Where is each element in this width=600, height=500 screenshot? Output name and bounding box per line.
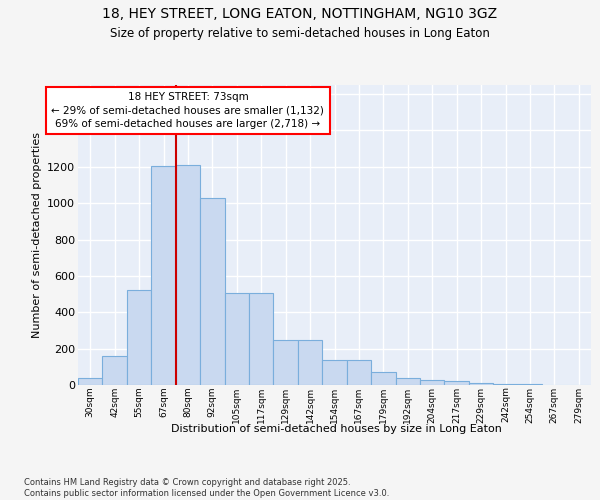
- Bar: [493, 384, 518, 385]
- Bar: [469, 383, 493, 385]
- Bar: [127, 290, 151, 385]
- Bar: [224, 293, 249, 385]
- Bar: [78, 378, 103, 385]
- Text: Size of property relative to semi-detached houses in Long Eaton: Size of property relative to semi-detach…: [110, 28, 490, 40]
- Bar: [420, 380, 445, 385]
- Bar: [176, 165, 200, 385]
- Bar: [103, 356, 127, 385]
- Bar: [151, 166, 176, 385]
- Bar: [322, 360, 347, 385]
- Bar: [518, 384, 542, 385]
- Bar: [274, 340, 298, 385]
- Bar: [347, 360, 371, 385]
- Bar: [298, 340, 322, 385]
- Text: 18 HEY STREET: 73sqm
← 29% of semi-detached houses are smaller (1,132)
69% of se: 18 HEY STREET: 73sqm ← 29% of semi-detac…: [52, 92, 325, 128]
- Bar: [200, 198, 224, 385]
- Bar: [249, 293, 274, 385]
- Y-axis label: Number of semi-detached properties: Number of semi-detached properties: [32, 132, 41, 338]
- Text: Distribution of semi-detached houses by size in Long Eaton: Distribution of semi-detached houses by …: [170, 424, 502, 434]
- Bar: [395, 378, 420, 385]
- Text: Contains HM Land Registry data © Crown copyright and database right 2025.
Contai: Contains HM Land Registry data © Crown c…: [24, 478, 389, 498]
- Bar: [371, 372, 395, 385]
- Bar: [445, 382, 469, 385]
- Text: 18, HEY STREET, LONG EATON, NOTTINGHAM, NG10 3GZ: 18, HEY STREET, LONG EATON, NOTTINGHAM, …: [103, 6, 497, 20]
